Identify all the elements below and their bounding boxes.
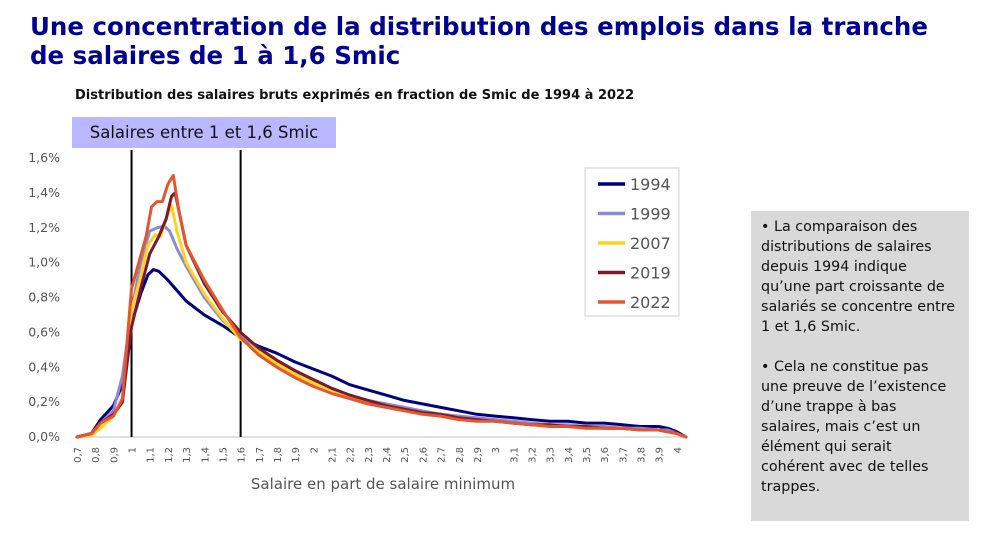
y-tick-label: 0,2%: [28, 394, 60, 409]
x-tick-label: 3,3: [546, 447, 557, 463]
x-tick-label: 3,8: [637, 447, 648, 463]
legend-label-2007: 2007: [630, 234, 671, 253]
band-boundaries: [130, 150, 242, 437]
x-tick-label: 2,8: [455, 447, 466, 463]
x-tick-label: 3,5: [582, 447, 593, 463]
legend: 1994 1999 2007 2019 2022: [584, 167, 680, 317]
x-tick-label: 1,7: [255, 447, 266, 463]
x-tick-label: 2,9: [473, 447, 484, 463]
note-paragraph-1: • La comparaison des distributions de sa…: [761, 219, 956, 335]
x-tick-label: 2,5: [400, 447, 411, 463]
y-tick-label: 0,6%: [28, 324, 60, 339]
page-title: Une concentration de la distribution des…: [30, 12, 928, 70]
x-tick-label: 3,1: [509, 447, 520, 463]
x-tick-label: 3,6: [600, 447, 611, 463]
series-line-1994: [75, 268, 688, 439]
note-paragraph-2: • Cela ne constitue pas une preuve de l’…: [761, 359, 947, 495]
series-lines: [75, 173, 688, 439]
y-tick-label: 0,8%: [28, 290, 60, 305]
y-tick-label: 1,6%: [28, 150, 60, 165]
x-axis-label: Salaire en part de salaire minimum: [251, 475, 515, 493]
x-tick-label: 3: [491, 447, 502, 453]
note-panel: • La comparaison des distributions de sa…: [751, 211, 969, 521]
y-tick-label: 1,2%: [28, 220, 60, 235]
series-line-2022: [75, 173, 688, 439]
x-tick-label: 1,8: [273, 447, 284, 463]
x-tick-label: 2,4: [382, 447, 393, 463]
x-tick-label: 3,7: [618, 447, 629, 463]
y-tick-label: 1,4%: [28, 185, 60, 200]
x-tick-label: 1: [128, 447, 139, 453]
x-tick-label: 2: [309, 447, 320, 453]
y-tick-label: 1,0%: [28, 255, 60, 270]
x-tick-label: 0,8: [91, 447, 102, 463]
y-tick-label: 0,4%: [28, 359, 60, 374]
y-tick-label: 0,0%: [28, 429, 60, 444]
x-tick-label: 4: [673, 447, 684, 453]
x-tick-label: 1,1: [146, 447, 157, 463]
x-tick-label: 0,9: [109, 447, 120, 463]
x-tick-label: 1,9: [291, 447, 302, 463]
x-tick-label: 2,7: [437, 447, 448, 463]
x-axis: 0,7 0,8 0,9 1 1,1 1,2 1,3 1,4 1,5 1,6 1,7 1,8 1,9 2 2,…: [73, 447, 684, 463]
chart-subtitle: Distribution des salaires bruts exprimés…: [75, 88, 635, 103]
x-tick-label: 2,6: [418, 447, 429, 463]
y-axis: 0,0% 0,2% 0,4% 0,6% 0,8% 1,0% 1,2% 1,4% 1,6%: [28, 150, 60, 444]
x-tick-label: 3,4: [564, 447, 575, 463]
x-tick-label: 1,2: [164, 447, 175, 463]
legend-label-1999: 1999: [630, 205, 671, 224]
x-tick-label: 1,5: [218, 447, 229, 463]
legend-label-1994: 1994: [630, 175, 671, 194]
series-line-2019: [75, 191, 688, 439]
x-tick-label: 3,9: [655, 447, 666, 463]
x-tick-label: 1,6: [237, 447, 248, 463]
x-tick-label: 0,7: [73, 447, 84, 463]
legend-label-2022: 2022: [630, 293, 671, 312]
x-tick-label: 1,3: [182, 447, 193, 463]
x-tick-label: 2,3: [364, 447, 375, 463]
x-tick-label: 2,2: [346, 447, 357, 463]
band-label: Salaires entre 1 et 1,6 Smic: [72, 117, 336, 148]
x-tick-label: 3,2: [527, 447, 538, 463]
x-tick-label: 2,1: [328, 447, 339, 463]
legend-label-2019: 2019: [630, 264, 671, 283]
x-tick-label: 1,4: [200, 447, 211, 463]
